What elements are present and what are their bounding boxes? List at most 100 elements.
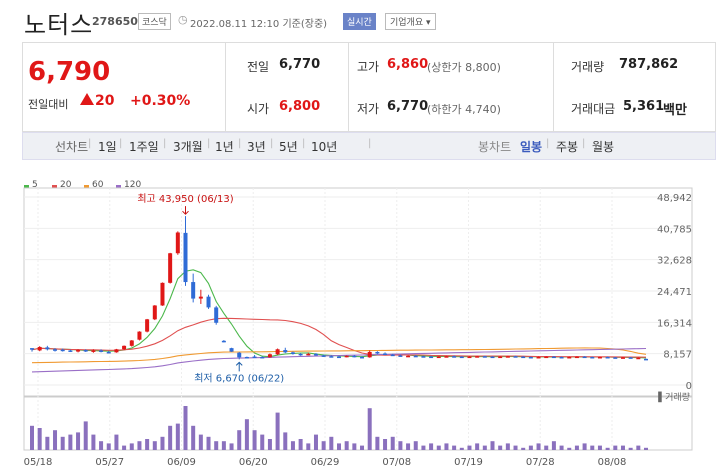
candle-body — [429, 356, 434, 359]
volume-bar — [237, 430, 242, 450]
upper-limit: (상한가 8,800) — [427, 61, 501, 74]
candle-body — [114, 349, 119, 353]
company-info-dropdown[interactable]: 기업개요 ▾ — [385, 13, 436, 30]
candle-body — [237, 352, 242, 358]
chart-axes: 48,942 40,785 32,628 24,471 16,314 8,157 0 05/1… — [24, 193, 692, 468]
volume-value: 787,862 — [619, 57, 679, 72]
separator: | — [207, 138, 211, 149]
tab-5y[interactable]: 5년 — [279, 140, 298, 154]
candle-body — [275, 349, 280, 355]
candle-body — [329, 356, 334, 358]
market-badge: 코스닥 — [138, 13, 171, 30]
candle-body — [106, 351, 111, 354]
y-tick-label: 32,628 — [657, 256, 692, 267]
price-chart[interactable]: 48,942 40,785 32,628 24,471 16,314 8,157 0 05/1… — [0, 178, 716, 476]
volume-bar — [475, 443, 480, 450]
x-tick-label: 07/08 — [382, 457, 411, 468]
legend-swatch — [24, 185, 29, 188]
volume-axis-label: ▌거래량 — [657, 391, 690, 403]
candle-body — [206, 296, 211, 308]
candle-body — [383, 353, 388, 356]
volume-bar — [283, 432, 288, 450]
tab-daily[interactable]: 일봉 — [520, 140, 543, 154]
moving-average-lines — [31, 269, 647, 373]
volume-bar — [505, 443, 510, 450]
volume-bar — [367, 408, 372, 450]
volume-bar — [129, 443, 134, 450]
volume-bar — [168, 425, 173, 450]
x-tick-label: 08/08 — [598, 457, 627, 468]
volume-bar — [83, 421, 88, 450]
candle-body — [283, 350, 288, 353]
x-tick-label: 06/20 — [239, 457, 268, 468]
candle-body — [313, 353, 318, 356]
change-label: 전일대비 — [28, 98, 69, 111]
candle-body — [129, 340, 134, 346]
x-tick-label: 06/09 — [167, 457, 196, 468]
trade-value: 5,361 — [623, 99, 665, 114]
price-summary: 6,790 전일대비 20 +0.30% 전일 6,770 시가 6,800 고… — [22, 42, 716, 132]
trade-value-label: 거래대금 — [571, 102, 616, 116]
candle-body — [290, 352, 295, 354]
volume-bar — [421, 445, 426, 450]
volume-bar — [620, 445, 625, 450]
candle-body — [152, 305, 157, 320]
volume-bar — [360, 445, 365, 450]
volume-bar — [413, 441, 418, 450]
volume-bar — [206, 436, 211, 450]
volume-bar — [229, 443, 234, 450]
candle-body — [636, 357, 641, 360]
y-tick-label: 48,942 — [657, 193, 692, 204]
up-triangle-icon — [80, 93, 94, 105]
volume-bar — [352, 443, 357, 450]
tab-3y[interactable]: 3년 — [247, 140, 266, 154]
current-price: 6,790 — [28, 57, 111, 87]
candle-body — [567, 356, 572, 359]
tab-1y[interactable]: 1년 — [215, 140, 234, 154]
x-tick-label: 05/27 — [95, 457, 124, 468]
realtime-button[interactable]: 실시간 — [343, 13, 376, 30]
ma120-line — [31, 347, 647, 373]
tab-1d[interactable]: 1일 — [98, 140, 117, 154]
tab-candle-chart[interactable]: 봉차트 — [478, 140, 512, 154]
volume-bar — [559, 445, 564, 450]
separator: | — [302, 138, 306, 149]
tab-3m[interactable]: 3개월 — [173, 140, 203, 154]
volume-bar — [590, 445, 595, 450]
volume-bar — [290, 441, 295, 450]
tab-monthly[interactable]: 월봉 — [592, 140, 615, 154]
volume-bar — [644, 447, 648, 450]
volume-bar — [459, 447, 464, 450]
separator: | — [546, 138, 550, 149]
tab-10y[interactable]: 10년 — [311, 140, 338, 154]
volume-bar — [390, 436, 395, 450]
candle-body — [467, 356, 472, 359]
tab-line-chart[interactable]: 선차트 — [55, 140, 89, 154]
volume-bar — [429, 443, 434, 450]
candle-body — [551, 356, 556, 359]
candle-body — [244, 356, 249, 359]
candle-body — [390, 354, 395, 357]
candle-body — [160, 282, 165, 306]
volume-bar — [605, 447, 610, 450]
high-label: 고가 — [357, 60, 380, 74]
volume-bar — [544, 445, 549, 450]
tab-1w[interactable]: 1주일 — [129, 140, 159, 154]
volume-bar — [160, 436, 165, 450]
separator: | — [270, 138, 274, 149]
divider — [225, 43, 226, 131]
candle-body — [505, 356, 510, 358]
x-tick-label: 07/19 — [454, 457, 483, 468]
volume-bar — [490, 441, 495, 450]
volume-bar — [574, 445, 579, 450]
divider — [348, 43, 349, 131]
legend-swatch — [52, 185, 57, 188]
candle-body — [53, 349, 58, 351]
header: 노터스 278650 코스닥 ◷ 2022.08.11 12:10 기준(장중)… — [0, 0, 716, 40]
volume-bar — [329, 436, 334, 450]
candle-body — [574, 356, 579, 359]
stock-name[interactable]: 노터스 — [24, 11, 94, 39]
tab-weekly[interactable]: 주봉 — [556, 140, 579, 154]
candle-body — [60, 349, 65, 352]
volume-bar — [597, 445, 602, 450]
